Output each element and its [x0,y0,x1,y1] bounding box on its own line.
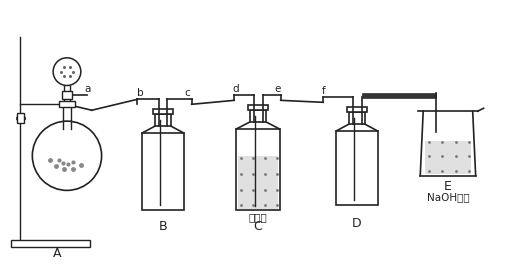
Text: d: d [232,84,239,94]
FancyBboxPatch shape [247,105,268,110]
FancyBboxPatch shape [59,101,75,107]
FancyBboxPatch shape [155,114,171,126]
FancyBboxPatch shape [238,156,278,209]
FancyBboxPatch shape [62,92,72,99]
FancyBboxPatch shape [362,93,436,98]
FancyBboxPatch shape [11,240,90,247]
Text: E: E [444,180,452,193]
Text: a: a [85,84,91,94]
Text: A: A [53,247,61,260]
Text: NaOH溶液: NaOH溶液 [426,192,469,202]
Text: B: B [159,220,167,233]
Circle shape [32,121,101,190]
FancyBboxPatch shape [425,141,471,174]
Text: D: D [352,217,361,230]
Text: e: e [275,84,281,94]
FancyBboxPatch shape [349,112,365,124]
FancyBboxPatch shape [347,107,367,112]
Text: f: f [321,86,325,96]
Text: c: c [185,88,191,98]
FancyBboxPatch shape [153,109,173,114]
Text: C: C [254,220,262,233]
Text: b: b [137,88,144,98]
FancyBboxPatch shape [17,113,24,123]
Circle shape [53,58,81,85]
FancyBboxPatch shape [249,110,266,122]
Text: 浓硫酸: 浓硫酸 [248,212,267,222]
